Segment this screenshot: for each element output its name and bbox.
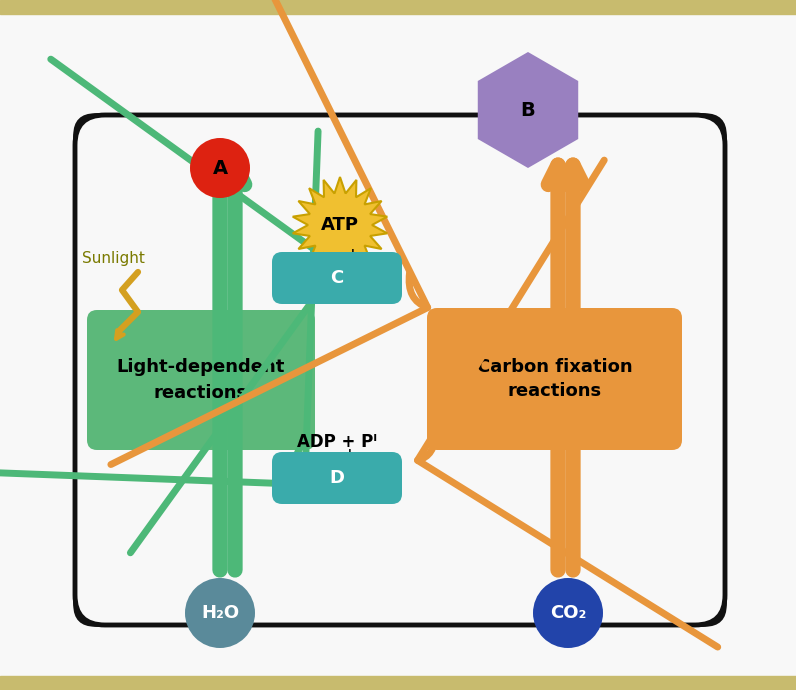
FancyBboxPatch shape <box>427 308 682 450</box>
Polygon shape <box>293 177 388 273</box>
FancyBboxPatch shape <box>272 452 402 504</box>
Text: ATP: ATP <box>321 216 359 234</box>
Text: Light-dependent
reactions: Light-dependent reactions <box>117 359 285 402</box>
Text: A: A <box>213 159 228 177</box>
Text: Carbon fixation
reactions: Carbon fixation reactions <box>477 357 632 400</box>
FancyBboxPatch shape <box>272 252 402 304</box>
Text: C: C <box>330 269 344 287</box>
FancyArrowPatch shape <box>418 160 718 647</box>
Bar <box>0 0 796 14</box>
FancyBboxPatch shape <box>87 310 315 450</box>
Text: D: D <box>330 469 345 487</box>
Circle shape <box>533 578 603 648</box>
FancyArrowPatch shape <box>111 0 427 464</box>
Text: CO₂: CO₂ <box>550 604 586 622</box>
FancyArrowPatch shape <box>51 59 338 553</box>
Text: and: and <box>322 449 353 467</box>
FancyArrowPatch shape <box>0 131 318 484</box>
Bar <box>0 676 796 690</box>
Text: ADP + Pᴵ: ADP + Pᴵ <box>297 433 377 451</box>
Circle shape <box>190 138 250 198</box>
Text: H₂O: H₂O <box>201 604 239 622</box>
Text: and: and <box>325 249 356 267</box>
Polygon shape <box>478 52 578 168</box>
Text: B: B <box>521 101 536 119</box>
Circle shape <box>185 578 255 648</box>
Text: Sunlight: Sunlight <box>82 250 145 266</box>
